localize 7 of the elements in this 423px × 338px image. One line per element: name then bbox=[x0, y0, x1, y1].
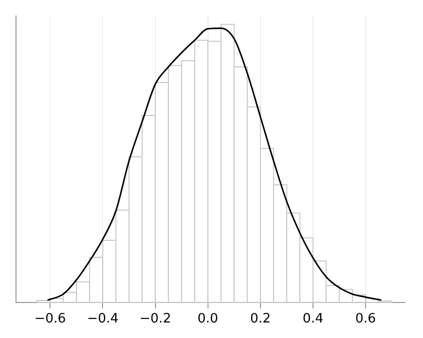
x-tick-label: −0.6 bbox=[34, 312, 66, 327]
x-tick-label: 0.6 bbox=[355, 312, 376, 327]
x-tick-label: −0.4 bbox=[86, 312, 119, 327]
x-tick-label: 0.0 bbox=[198, 312, 218, 327]
x-tick-label: 0.2 bbox=[250, 312, 271, 327]
x-tick-label: 0.4 bbox=[302, 312, 324, 327]
x-tick-label: −0.2 bbox=[140, 312, 172, 327]
